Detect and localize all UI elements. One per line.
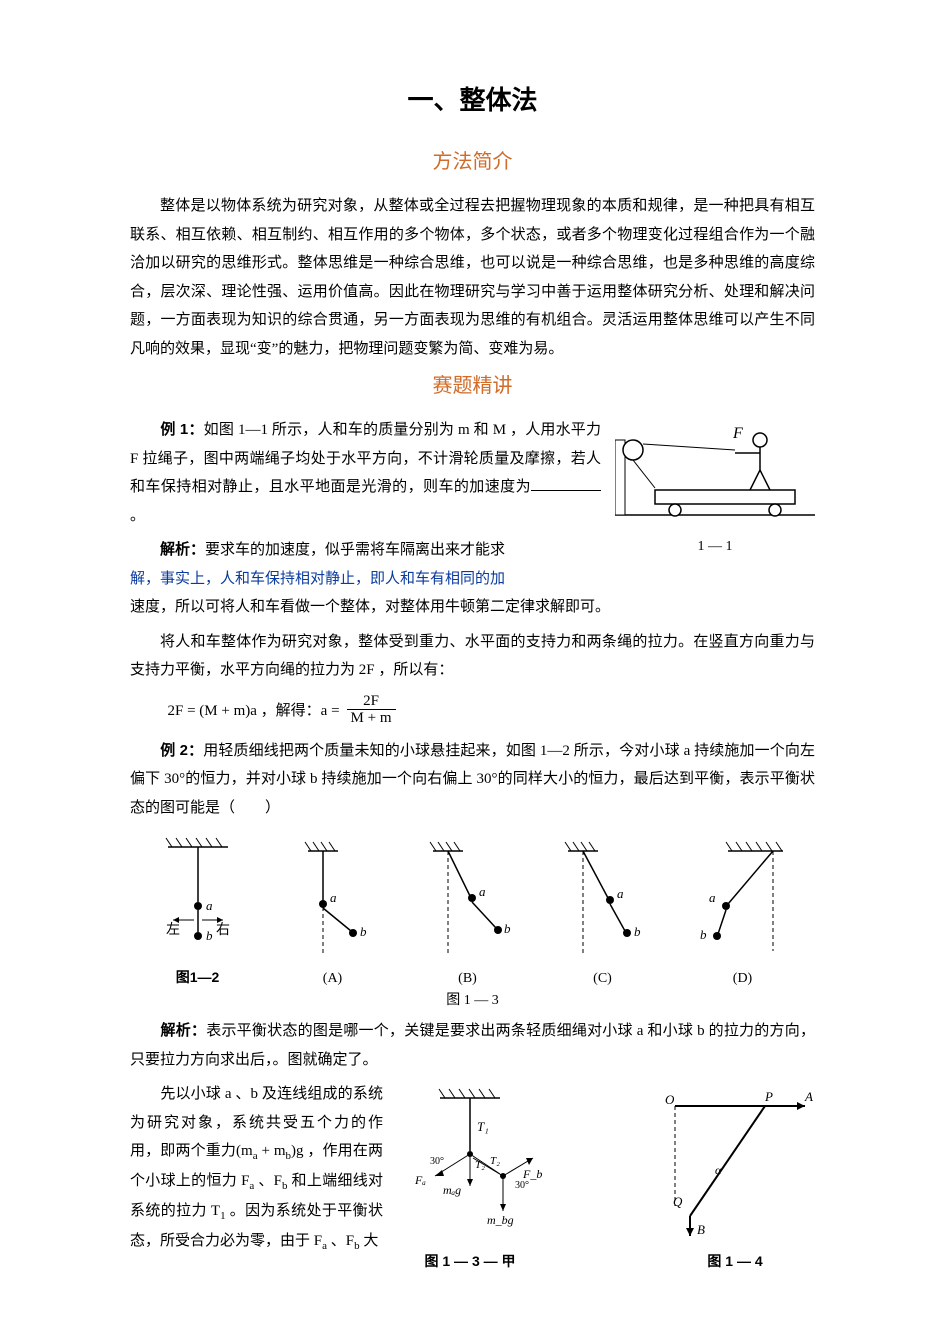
section-subtitle-2: 赛题精讲	[130, 369, 815, 398]
svg-text:A: A	[804, 1089, 813, 1104]
figure-1-4-caption: 图 1 — 4	[655, 1251, 815, 1271]
svg-text:mₐg: mₐg	[443, 1183, 461, 1197]
analysis-1c: 速度，所以可将人和车看做一个整体，对整体用牛顿第二定律求解即可。	[130, 599, 610, 615]
svg-text:a: a	[709, 890, 716, 905]
svg-text:F_b: F_b	[522, 1167, 542, 1181]
formula-fraction: 2F M + m	[347, 693, 396, 727]
option-c-label: (C)	[553, 971, 653, 987]
svg-text:30°: 30°	[430, 1156, 444, 1167]
svg-text:P: P	[764, 1089, 773, 1104]
analysis-label-1: 解析：	[160, 541, 205, 558]
figure-1-4: O P A α Q B 图 1 — 4	[655, 1086, 815, 1271]
formula-left: 2F = (M + m)a ，解得：a =	[168, 699, 340, 720]
answer-blank[interactable]	[531, 475, 601, 491]
option-b-label: (B)	[418, 971, 518, 987]
figure-1-3-jia: T₁ Fₐ T₂ mₐg 30° T₂ F_b	[395, 1086, 545, 1271]
svg-text:a: a	[617, 886, 624, 901]
svg-text:b: b	[634, 924, 641, 939]
example-2-analysis: 解析：表示平衡状态的图是哪一个，关键是要求出两条轻质细绳对小球 a 和小球 b …	[130, 1017, 815, 1074]
page-title: 一、整体法	[130, 80, 815, 117]
figure-1-1: F 1 — 1	[615, 420, 815, 555]
example-1-tail: 。	[130, 508, 145, 524]
svg-text:a: a	[206, 898, 213, 913]
svg-text:右: 右	[216, 922, 230, 938]
svg-text:m_bg: m_bg	[487, 1213, 514, 1227]
figure-1-1-caption: 1 — 1	[615, 539, 815, 555]
svg-text:左: 左	[166, 922, 180, 938]
svg-text:b: b	[700, 927, 707, 942]
example-1-p2: 将人和车整体作为研究对象，整体受到重力、水平面的支持力和两条绳的拉力。在竖直方向…	[130, 628, 815, 685]
section-subtitle-1: 方法简介	[130, 145, 815, 174]
svg-text:T₂: T₂	[475, 1159, 485, 1171]
svg-text:T₂: T₂	[490, 1155, 500, 1167]
svg-text:b: b	[504, 921, 511, 936]
figure-1-3-caption: 图 1 — 3	[130, 989, 815, 1009]
analysis-1b: 解，事实上，人和车保持相对静止，即人和车有相同的加	[130, 571, 505, 587]
example-2-text: 用轻质细线把两个质量未知的小球悬挂起来，如图 1—2 所示，今对小球 a 持续施…	[130, 743, 815, 816]
example-2-label: 例 2：	[160, 742, 203, 759]
analysis-label-2: 解析：	[160, 1022, 206, 1039]
figure-1-3-jia-caption: 图 1 — 3 — 甲	[395, 1251, 545, 1271]
option-a: a b (A)	[283, 836, 383, 987]
figure-row-1-3: a b 左 右 图1—2 a	[130, 832, 815, 987]
svg-text:Fₐ: Fₐ	[414, 1173, 426, 1187]
svg-text:α: α	[715, 1163, 722, 1177]
option-d: a b (D)	[688, 836, 798, 987]
option-a-label: (A)	[283, 971, 383, 987]
figure-1-1-svg: F	[615, 420, 815, 530]
example-1-label: 例 1：	[160, 421, 203, 438]
svg-text:T₁: T₁	[477, 1119, 489, 1134]
example-2: 例 2：用轻质细线把两个质量未知的小球悬挂起来，如图 1—2 所示，今对小球 a…	[130, 737, 815, 823]
svg-text:b: b	[360, 924, 367, 939]
analysis-1a: 要求车的加速度，似乎需将车隔离出来才能求	[205, 542, 505, 558]
svg-text:a: a	[479, 884, 486, 899]
svg-text:B: B	[697, 1222, 705, 1237]
svg-text:b: b	[206, 928, 213, 943]
option-d-label: (D)	[688, 971, 798, 987]
svg-text:O: O	[665, 1092, 675, 1107]
intro-paragraph: 整体是以物体系统为研究对象，从整体或全过程去把握物理现象的本质和规律，是一种把具…	[130, 192, 815, 363]
svg-text:30°: 30°	[515, 1180, 529, 1191]
formula-den: M + m	[347, 709, 396, 727]
option-b: a b (B)	[418, 836, 518, 987]
analysis-2-text: 表示平衡状态的图是哪一个，关键是要求出两条轻质细绳对小球 a 和小球 b 的拉力…	[130, 1023, 815, 1068]
formula-num: 2F	[359, 693, 383, 710]
figure-1-2: a b 左 右 图1—2	[148, 832, 248, 987]
option-c: a b (C)	[553, 836, 653, 987]
figure-1-2-caption: 图1—2	[148, 967, 248, 987]
formula-1: 2F = (M + m)a ，解得：a = 2F M + m	[168, 693, 816, 727]
force-label: F	[732, 425, 743, 442]
svg-text:a: a	[330, 890, 337, 905]
svg-text:Q: Q	[673, 1194, 683, 1209]
